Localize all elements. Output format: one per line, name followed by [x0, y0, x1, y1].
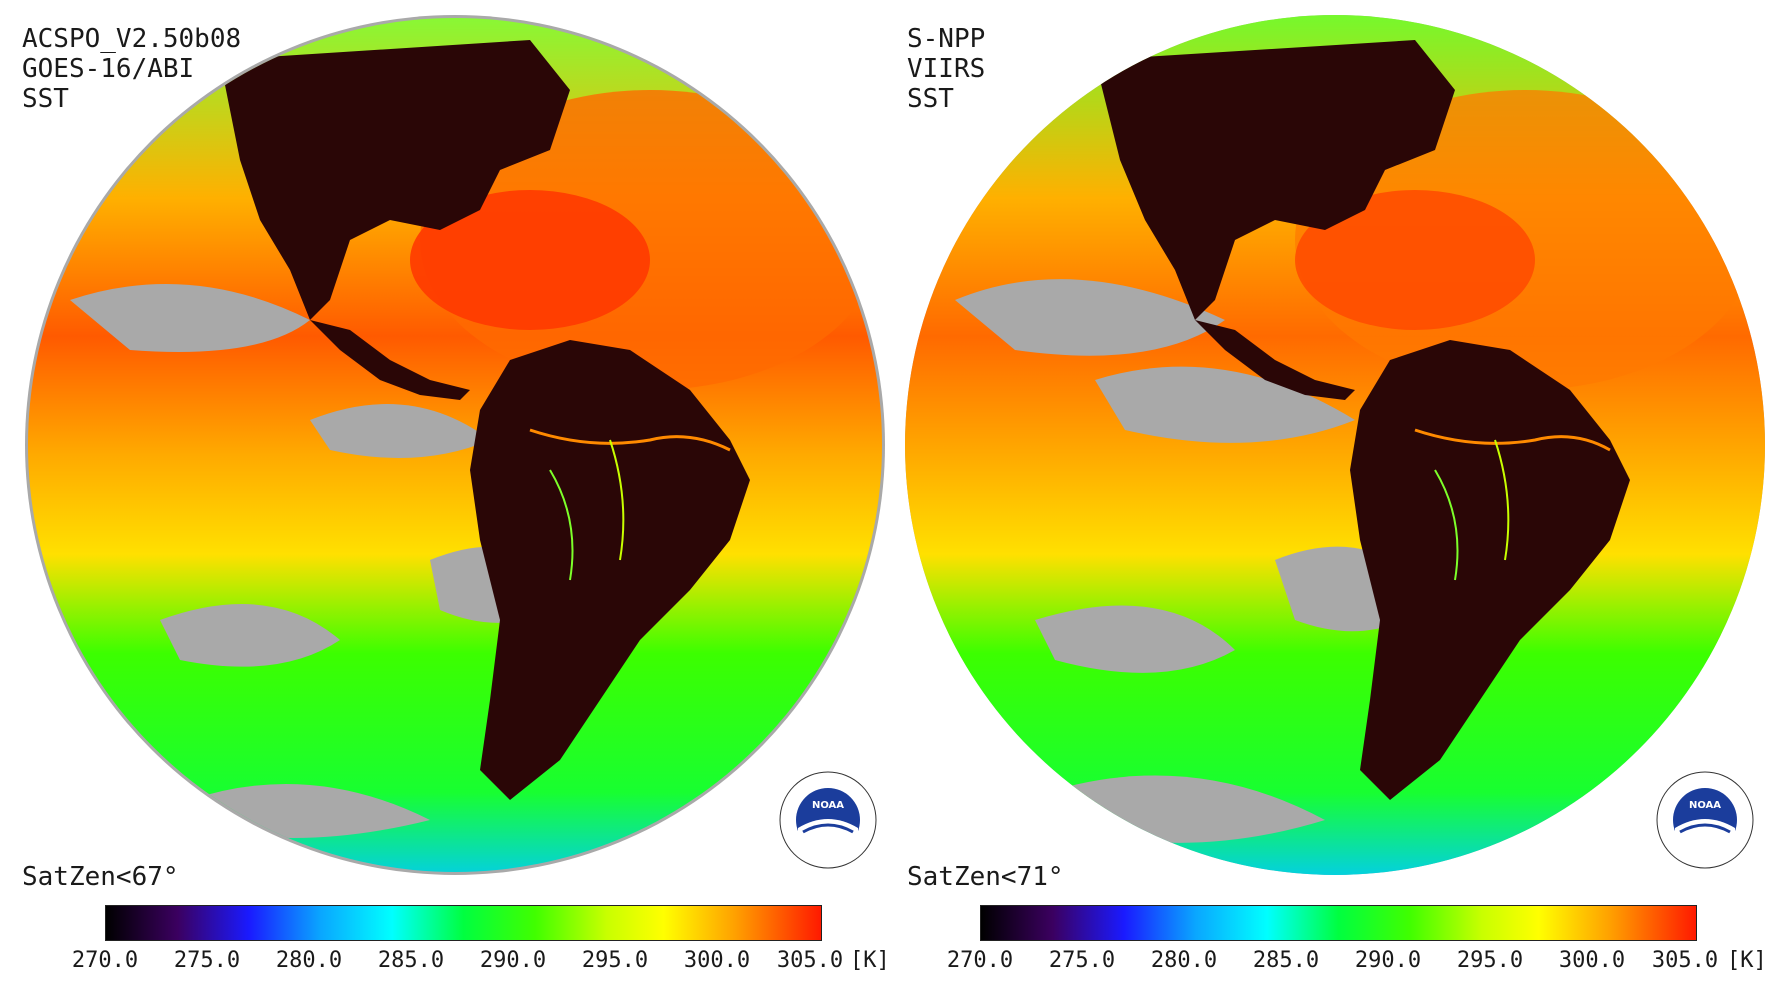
sst-colorbar: [105, 905, 822, 941]
satellite-caption: S-NPP VIIRS SST: [907, 24, 985, 114]
tick-label: 270.0: [71, 948, 139, 973]
tick-label: 290.0: [479, 948, 547, 973]
satzen-limit: SatZen<71°: [907, 862, 1064, 892]
svg-text:NOAA: NOAA: [812, 800, 844, 811]
caption-line-product: ACSPO_V2.50b08: [22, 24, 242, 54]
snpp-viirs-sst-globe: [905, 15, 1765, 875]
colorbar-unit: [K]: [1727, 948, 1767, 973]
colorbar-tick-labels: 270.0 275.0 280.0 285.0 290.0 295.0 300.…: [947, 948, 1718, 978]
tick-label: 300.0: [683, 948, 751, 973]
caption-line-variable: SST: [907, 84, 954, 114]
tick-label: 275.0: [173, 948, 241, 973]
snpp-viirs-sst-panel: S-NPP VIIRS SST NOAA SatZen<71° 270.0 27…: [895, 0, 1775, 990]
tick-label: 305.0: [776, 948, 844, 973]
satzen-limit: SatZen<67°: [22, 862, 179, 892]
tick-label: 295.0: [581, 948, 649, 973]
tick-label: 295.0: [1456, 948, 1524, 973]
goes16-sst-panel: ACSPO_V2.50b08 GOES-16/ABI SST NOAA SatZ…: [10, 0, 890, 990]
caption-line-satellite: S-NPP: [907, 24, 986, 54]
tick-label: 285.0: [1252, 948, 1320, 973]
tick-label: 280.0: [1150, 948, 1218, 973]
tick-label: 300.0: [1558, 948, 1626, 973]
satellite-caption: ACSPO_V2.50b08 GOES-16/ABI SST: [22, 24, 241, 114]
tick-label: 280.0: [275, 948, 343, 973]
caption-line-variable: SST: [22, 84, 69, 114]
caption-line-sensor: VIIRS: [907, 54, 986, 84]
svg-text:NOAA: NOAA: [1689, 800, 1721, 811]
caption-line-sensor: GOES-16/ABI: [22, 54, 195, 84]
tick-label: 290.0: [1354, 948, 1422, 973]
tick-label: 270.0: [946, 948, 1014, 973]
noaa-logo: NOAA: [1656, 771, 1754, 869]
tick-label: 305.0: [1651, 948, 1719, 973]
sst-colorbar: [980, 905, 1697, 941]
tick-label: 285.0: [377, 948, 445, 973]
goes16-sst-globe: [25, 15, 885, 875]
colorbar-tick-labels: 270.0 275.0 280.0 285.0 290.0 295.0 300.…: [72, 948, 843, 978]
colorbar-unit: [K]: [850, 948, 890, 973]
noaa-logo: NOAA: [779, 771, 877, 869]
tick-label: 275.0: [1048, 948, 1116, 973]
